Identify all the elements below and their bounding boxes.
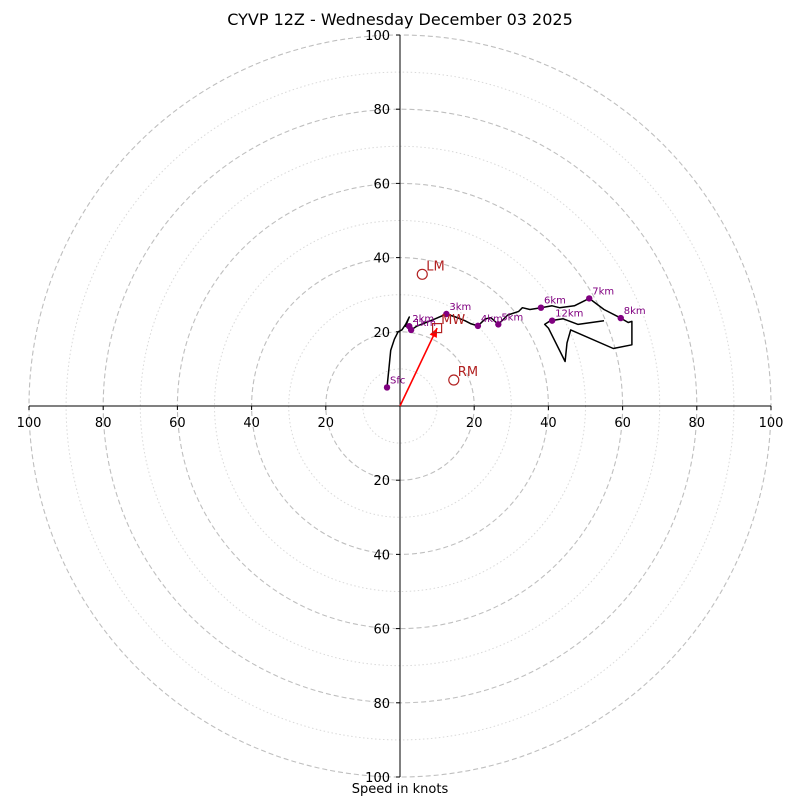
storm-motion-label: RM	[458, 365, 478, 380]
height-marker	[495, 321, 502, 328]
y-tick-label: 80	[373, 103, 390, 118]
height-label: 7km	[592, 286, 614, 297]
storm-motion-marker	[416, 268, 428, 280]
height-label: 2km	[412, 314, 434, 325]
y-tick-label: 100	[365, 771, 390, 786]
x-tick-label: 20	[318, 416, 335, 431]
y-tick-label: 40	[373, 252, 390, 267]
x-tick-label: 100	[17, 416, 42, 431]
height-marker	[537, 304, 545, 311]
height-label: 5km	[501, 312, 523, 323]
y-tick-label: 20	[373, 474, 390, 489]
height-label: 12km	[555, 309, 583, 320]
x-tick-label: 60	[169, 416, 186, 431]
height-marker	[383, 384, 391, 391]
x-axis-label: Speed in knots	[351, 782, 449, 797]
y-tick-label: 20	[373, 326, 390, 341]
y-tick-label: 60	[373, 623, 390, 638]
hodograph-trace	[386, 297, 633, 388]
height-label: 3km	[449, 302, 471, 313]
x-tick-label: 80	[689, 416, 706, 431]
height-marker	[443, 310, 450, 318]
y-tick-label: 80	[373, 697, 390, 712]
x-tick-label: 40	[540, 416, 557, 431]
x-tick-label: 80	[95, 416, 112, 431]
chart-title: CYVP 12Z - Wednesday December 03 2025	[227, 10, 573, 29]
height-label: Sfc	[390, 375, 405, 386]
height-marker	[548, 317, 556, 324]
mean-wind-vector	[399, 327, 438, 407]
x-tick-label: 60	[614, 416, 631, 431]
height-label: 6km	[544, 296, 566, 307]
height-marker	[617, 314, 624, 322]
y-tick-label: 40	[373, 548, 390, 563]
height-marker	[474, 322, 482, 330]
x-tick-label: 40	[243, 416, 260, 431]
storm-motion-marker	[432, 322, 443, 334]
x-tick-label: 20	[466, 416, 483, 431]
storm-motion-label: LM	[426, 259, 444, 274]
height-marker	[406, 323, 413, 330]
storm-motion-marker	[448, 374, 460, 386]
y-tick-label: 60	[373, 177, 390, 192]
storm-motion-label: MW	[441, 313, 465, 328]
height-label: 8km	[624, 306, 646, 317]
x-tick-label: 100	[759, 416, 784, 431]
height-label: 1km	[414, 318, 436, 329]
height-label: 4km	[481, 314, 503, 325]
height-marker	[586, 295, 593, 302]
y-tick-label: 100	[365, 29, 390, 44]
